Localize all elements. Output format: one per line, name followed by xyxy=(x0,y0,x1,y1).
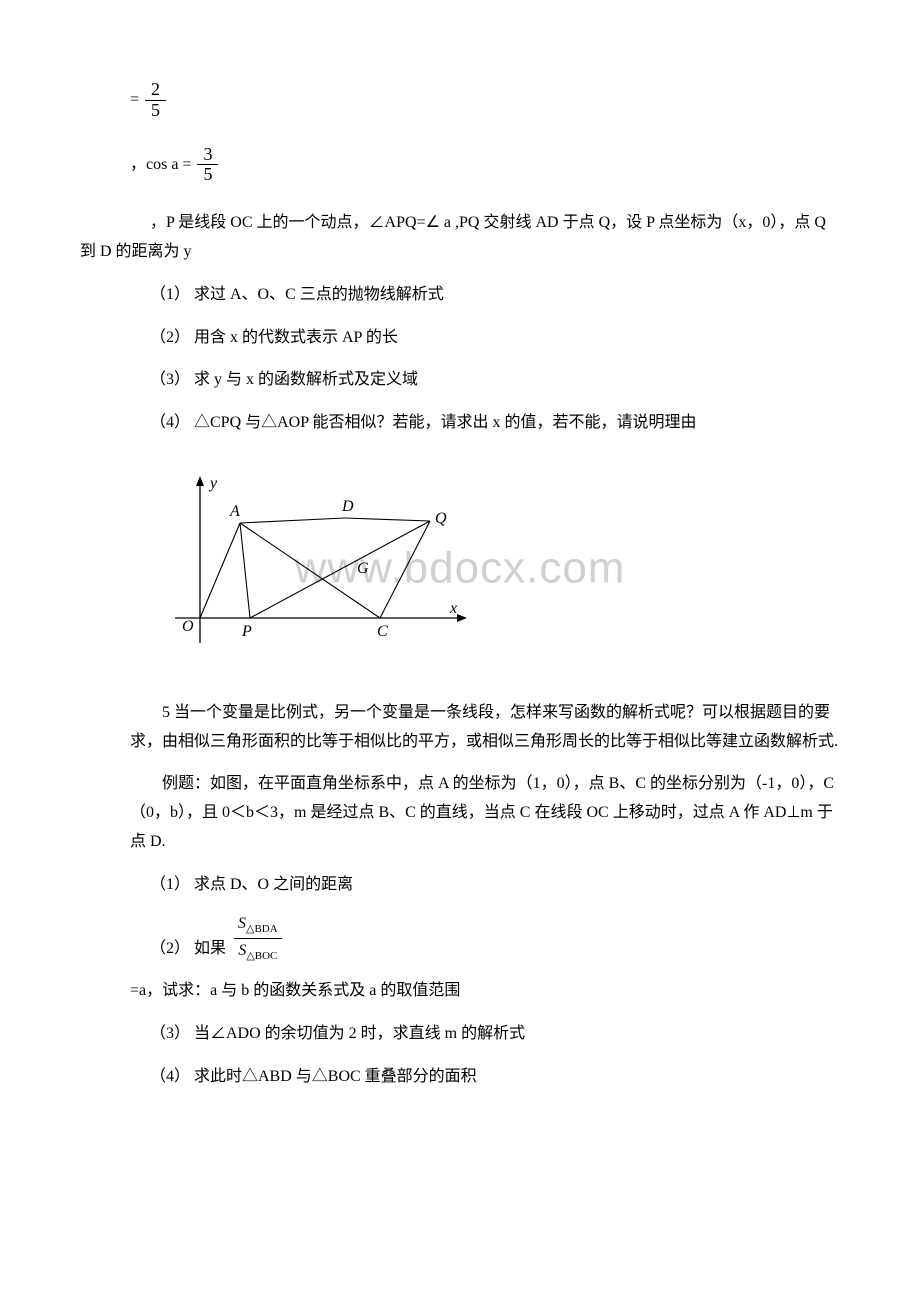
label-P: P xyxy=(241,623,252,640)
diagram-1: y x O A D Q G P C xyxy=(170,468,840,669)
label-G: G xyxy=(357,560,369,577)
ratio-numerator: S△BDA xyxy=(234,914,282,938)
line-DQ xyxy=(345,518,430,521)
ratio-denominator: S△BOC xyxy=(234,938,282,963)
question-2-1: （1） 求点 D、O 之间的距离 xyxy=(150,871,840,900)
line-OA xyxy=(200,523,240,618)
ratio-den-sub: △BOC xyxy=(246,950,277,962)
question-2-2: （2） 如果 S△BDA S△BOC xyxy=(150,914,840,964)
q2-prefix: （2） 如果 xyxy=(150,935,226,964)
ratio-expression: S△BDA S△BOC xyxy=(234,914,282,964)
line-AP xyxy=(240,523,250,618)
fraction-2-num: 3 xyxy=(197,145,218,165)
equation-2: ，cos a = 3 5 xyxy=(130,145,840,186)
label-x: x xyxy=(449,600,457,617)
equation-1: = 2 5 xyxy=(130,80,840,121)
fraction-1: 2 5 xyxy=(145,80,166,121)
ratio-num-sub: △BDA xyxy=(246,923,278,935)
label-C: C xyxy=(377,623,388,640)
x-axis-arrow xyxy=(457,614,467,622)
coordinate-diagram: y x O A D Q G P C xyxy=(170,468,490,658)
eq1-prefix: = xyxy=(130,91,143,108)
line-AD xyxy=(240,518,345,523)
question-2-3: （3） 当∠ADO 的余切值为 2 时，求直线 m 的解析式 xyxy=(150,1020,840,1049)
label-y: y xyxy=(208,475,218,492)
question-1-2: （2） 用含 x 的代数式表示 AP 的长 xyxy=(150,324,840,353)
question-2-2-suffix: =a，试求：a 与 b 的函数关系式及 a 的取值范围 xyxy=(130,977,840,1006)
label-O: O xyxy=(182,618,194,635)
paragraph-5: 5 当一个变量是比例式，另一个变量是一条线段，怎样来写函数的解析式呢？可以根据题… xyxy=(130,699,840,757)
question-1-4: （4） △CPQ 与△AOP 能否相似？若能，请求出 x 的值，若不能，请说明理… xyxy=(150,409,840,438)
intro-paragraph: ，P 是线段 OC 上的一个动点，∠APQ=∠ a ,PQ 交射线 AD 于点 … xyxy=(80,209,840,267)
eq2-prefix: ，cos a = xyxy=(130,156,195,173)
question-1-3: （3） 求 y 与 x 的函数解析式及定义域 xyxy=(150,366,840,395)
question-1-1: （1） 求过 A、O、C 三点的抛物线解析式 xyxy=(150,281,840,310)
ratio-num-S: S xyxy=(238,915,246,932)
label-A: A xyxy=(229,503,240,520)
fraction-2: 3 5 xyxy=(197,145,218,186)
label-D: D xyxy=(341,498,354,515)
fraction-1-num: 2 xyxy=(145,80,166,100)
fraction-1-den: 5 xyxy=(145,100,166,121)
question-2-4: （4） 求此时△ABD 与△BOC 重叠部分的面积 xyxy=(150,1063,840,1092)
y-axis-arrow xyxy=(196,476,204,486)
line-PQ xyxy=(250,521,430,618)
example-intro: 例题：如图，在平面直角坐标系中，点 A 的坐标为（1，0），点 B、C 的坐标分… xyxy=(130,770,840,856)
label-Q: Q xyxy=(435,510,447,527)
fraction-2-den: 5 xyxy=(197,164,218,185)
line-QC xyxy=(380,521,430,618)
diagram-1-container: www.bdocx.com y x O xyxy=(80,468,840,669)
